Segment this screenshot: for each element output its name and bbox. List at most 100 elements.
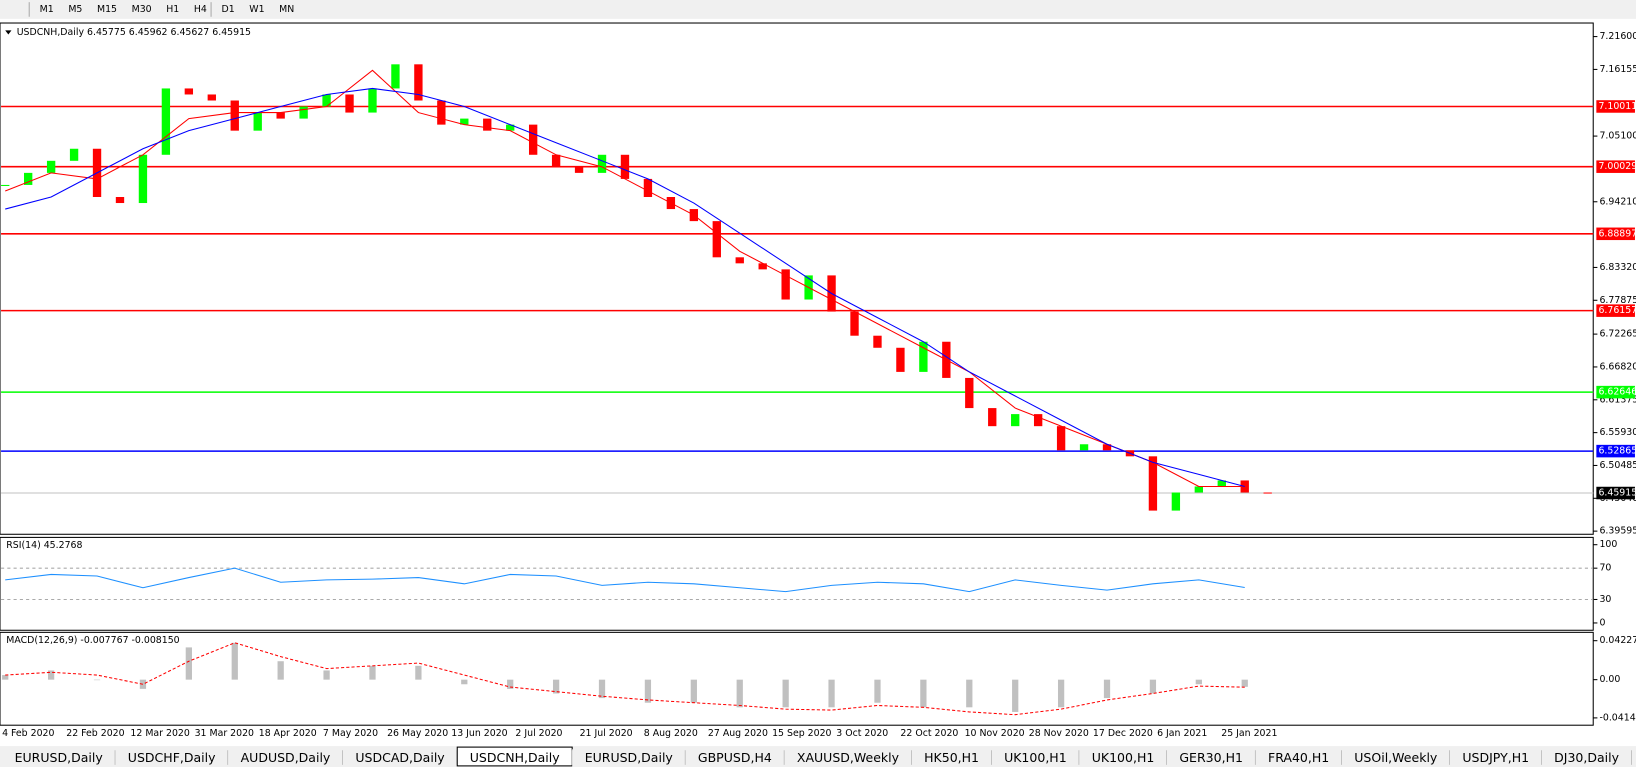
tab[interactable]: XAUUSD,Weekly bbox=[784, 749, 913, 767]
tab[interactable]: UK100,H1 bbox=[1079, 749, 1168, 767]
tab[interactable]: HK50,H1 bbox=[911, 749, 993, 767]
tab-label[interactable]: UK100,H1 bbox=[1004, 750, 1067, 765]
level-label-box bbox=[1596, 160, 1635, 173]
macd-bar bbox=[369, 665, 376, 680]
tab-label[interactable]: DJ30,Daily bbox=[1554, 750, 1619, 765]
x-tick-label: 28 Nov 2020 bbox=[1029, 728, 1089, 739]
tab[interactable]: GER30,H1 bbox=[1166, 749, 1257, 767]
menu-arrow[interactable] bbox=[5, 30, 12, 35]
tab[interactable]: UK100,H1 bbox=[991, 749, 1080, 767]
tab[interactable]: AUDUSD,Daily bbox=[228, 749, 344, 767]
level-label-box bbox=[1596, 486, 1635, 500]
macd-bar bbox=[1149, 679, 1157, 694]
tab-label[interactable]: FRA40,H1 bbox=[1268, 750, 1329, 765]
tab-label[interactable]: HK50,H1 bbox=[924, 750, 979, 765]
tab-label[interactable]: AUDUSD,Daily bbox=[241, 750, 331, 765]
y-tick-label: 6.72265 bbox=[1599, 329, 1636, 340]
macd-title: MACD(12,26,9) -0.007767 -0.008150 bbox=[6, 635, 179, 646]
level-label: 6.52865 bbox=[1598, 446, 1636, 457]
tab[interactable]: FRA40,H1 bbox=[1255, 749, 1343, 767]
tab[interactable]: USDCAD,Daily bbox=[342, 749, 458, 767]
candle bbox=[528, 124, 538, 155]
tab-label[interactable]: EURUSD,Daily bbox=[15, 750, 104, 765]
candle bbox=[1, 184, 10, 186]
y-tick-label: 6.77875 bbox=[1599, 295, 1636, 306]
x-tick-label: 31 Mar 2020 bbox=[195, 728, 254, 739]
macd-bar bbox=[966, 679, 973, 708]
x-tick-label: 10 Nov 2020 bbox=[965, 728, 1025, 739]
tab-label[interactable]: GBPUSD,H4 bbox=[698, 750, 772, 765]
tab[interactable]: USDJPY,H1 bbox=[1449, 749, 1543, 767]
tab-label[interactable]: USDJPY,H1 bbox=[1462, 750, 1529, 765]
level-label-box bbox=[1596, 304, 1635, 317]
y-tick-label: 0 bbox=[1599, 617, 1605, 628]
timeframe-button[interactable]: D1 bbox=[222, 4, 235, 15]
x-tick-label: 7 May 2020 bbox=[323, 728, 378, 739]
tab[interactable]: USDCNH,Daily bbox=[456, 746, 573, 767]
candle bbox=[1148, 456, 1158, 511]
candle bbox=[1171, 492, 1181, 511]
x-tick-label: 8 Aug 2020 bbox=[644, 728, 698, 739]
tab-background bbox=[1166, 749, 1256, 767]
candle bbox=[781, 269, 790, 300]
candle bbox=[46, 160, 56, 173]
tab-label[interactable]: EURUSD,Daily bbox=[585, 750, 674, 765]
tab-label[interactable]: USDCAD,Daily bbox=[355, 750, 445, 765]
y-tick-label: 70 bbox=[1599, 563, 1611, 574]
y-tick-label: 6.94210 bbox=[1599, 196, 1636, 207]
tab-label[interactable]: GER30,H1 bbox=[1179, 750, 1243, 765]
x-tick-label: 2 Jul 2020 bbox=[515, 728, 562, 739]
tab-background bbox=[572, 749, 686, 767]
tab-label[interactable]: UK100,H1 bbox=[1092, 750, 1155, 765]
candle bbox=[253, 112, 262, 131]
tab[interactable]: GBPUSD,H4 bbox=[685, 749, 785, 767]
candle bbox=[483, 118, 492, 131]
candle bbox=[873, 335, 882, 348]
x-tick-label: 12 Mar 2020 bbox=[130, 728, 189, 739]
tab[interactable]: EURUSD,Daily bbox=[572, 749, 686, 767]
y-tick-label: 6.50485 bbox=[1599, 460, 1636, 471]
candle bbox=[506, 124, 515, 131]
macd-bar bbox=[644, 679, 652, 703]
candle bbox=[138, 154, 148, 204]
x-tick-label: 21 Jul 2020 bbox=[580, 728, 633, 739]
tab-label[interactable]: USDCHF,Daily bbox=[128, 750, 216, 765]
timeframe-button[interactable]: W1 bbox=[249, 4, 264, 15]
tab-background bbox=[228, 749, 343, 767]
candle bbox=[1102, 444, 1112, 451]
tab-label[interactable]: USOil,Weekly bbox=[1354, 750, 1438, 765]
tab[interactable]: CHINA300,H1 bbox=[1631, 749, 1636, 767]
timeframe-button[interactable]: M30 bbox=[132, 4, 152, 15]
tab[interactable]: USDCHF,Daily bbox=[115, 749, 229, 767]
timeframe-button[interactable]: H1 bbox=[166, 4, 179, 15]
y-tick-label: -0.04148 bbox=[1599, 712, 1636, 723]
timeframe-button[interactable]: MN bbox=[279, 4, 294, 15]
candle bbox=[230, 100, 239, 131]
macd-bar bbox=[139, 679, 147, 689]
level-label: 7.10011 bbox=[1598, 101, 1636, 112]
tab-background bbox=[1079, 749, 1167, 767]
timeframe-button[interactable]: M1 bbox=[40, 4, 54, 15]
macd-bar bbox=[690, 679, 697, 703]
timeframe-button[interactable]: H4 bbox=[194, 4, 207, 15]
macd-bar bbox=[1103, 679, 1111, 699]
level-label: 6.76157 bbox=[1598, 305, 1636, 316]
timeframe-button[interactable]: M15 bbox=[97, 4, 117, 15]
x-tick-label: 25 Jan 2021 bbox=[1221, 728, 1277, 739]
tab-label[interactable]: USDCNH,Daily bbox=[470, 750, 560, 765]
candle bbox=[460, 118, 469, 125]
tab[interactable]: USOil,Weekly bbox=[1341, 749, 1451, 767]
chart-header: USDCNH,Daily 6.45775 6.45962 6.45627 6.4… bbox=[17, 27, 251, 38]
macd-bar bbox=[828, 679, 835, 708]
candle bbox=[299, 106, 308, 119]
tab-background bbox=[342, 749, 458, 767]
level-label-box bbox=[1596, 444, 1635, 458]
tab-label[interactable]: XAUUSD,Weekly bbox=[797, 750, 900, 765]
level-label-box bbox=[1596, 227, 1635, 241]
tab[interactable]: DJ30,Daily bbox=[1541, 749, 1633, 767]
macd-bar bbox=[47, 670, 55, 680]
level-label: 6.88897 bbox=[1598, 228, 1636, 239]
timeframe-button[interactable]: M5 bbox=[68, 4, 82, 15]
tab[interactable]: EURUSD,Daily bbox=[2, 749, 116, 767]
